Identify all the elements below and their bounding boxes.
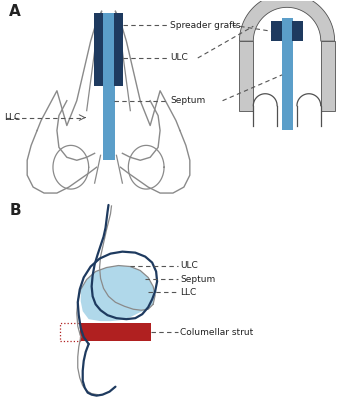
Text: ULC: ULC	[170, 54, 188, 62]
Text: B: B	[9, 203, 21, 218]
Polygon shape	[81, 266, 155, 321]
Bar	[321, 41, 335, 111]
Bar	[103, 13, 116, 160]
Bar	[115, 13, 123, 86]
Text: LLC: LLC	[4, 113, 21, 122]
Text: LLC: LLC	[180, 288, 196, 297]
Bar	[60, 323, 80, 341]
Polygon shape	[239, 0, 335, 41]
Bar	[94, 13, 103, 86]
Text: Spreader grafts: Spreader grafts	[170, 21, 240, 30]
Bar	[239, 41, 253, 111]
Text: Septum: Septum	[170, 96, 205, 105]
Text: ULC: ULC	[180, 261, 198, 270]
Bar	[80, 323, 151, 341]
Text: Septum: Septum	[180, 275, 215, 284]
Text: A: A	[9, 4, 21, 19]
Bar	[271, 21, 282, 41]
Bar	[292, 21, 303, 41]
Text: Columellar strut: Columellar strut	[180, 328, 253, 336]
Bar	[282, 18, 293, 130]
